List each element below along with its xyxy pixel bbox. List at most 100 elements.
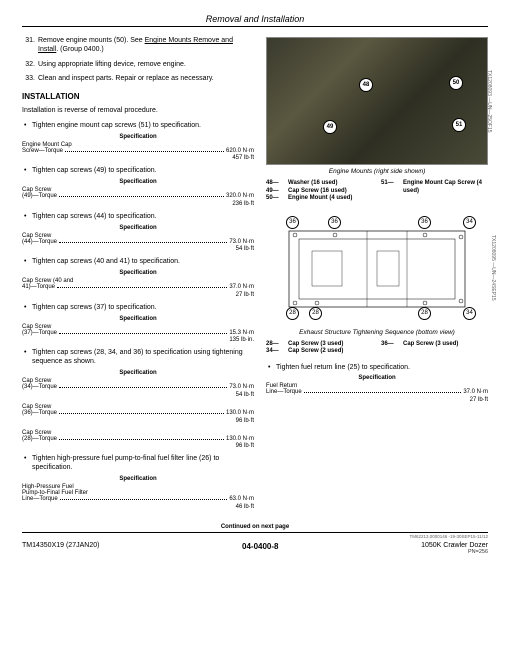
right-column: 48495051 TX1208093 —UN—25OF15 Engine Mou…: [266, 37, 488, 516]
spec-value: 130.0 N·m: [226, 436, 254, 444]
section-heading: INSTALLATION: [22, 92, 254, 101]
callout-36: 36: [418, 216, 431, 229]
spec-heading: Specification: [22, 179, 254, 185]
spec-block: Cap Screw(36)—Torque130.0 N·m96 lb·ft: [22, 404, 254, 424]
spec-value: 37.0 N·m: [463, 389, 488, 397]
bullet-marker: •: [22, 455, 32, 473]
spec-line: (49)—Torque 320.0 N·m: [22, 193, 254, 201]
legend-row: 50—Engine Mount (4 used): [266, 195, 373, 203]
bullet-text: Tighten cap screws (37) to specification…: [32, 304, 254, 313]
step-number: 31.: [22, 37, 38, 55]
spec-value-alt: 54 lb·ft: [22, 392, 254, 398]
spec-block: SpecificationCap Screw (40 and41)—Torque…: [22, 270, 254, 298]
legend-row: 49—Cap Screw (16 used): [266, 188, 373, 196]
spec-heading: Specification: [22, 134, 254, 140]
bullet-text: Tighten cap screws (49) to specification…: [32, 167, 254, 176]
page: Removal and Installation 31.Remove engin…: [0, 0, 510, 657]
legend-value: Engine Mount (4 used): [288, 195, 373, 203]
callout-28: 28: [309, 307, 322, 320]
bullet-marker: •: [266, 364, 276, 373]
spec-heading: Specification: [22, 270, 254, 276]
intro-para: Installation is reverse of removal proce…: [22, 107, 254, 116]
step: 31.Remove engine mounts (50). See Engine…: [22, 37, 254, 55]
legend-row: 36—Cap Screw (3 used): [381, 341, 488, 349]
spec-line: (28)—Torque 130.0 N·m: [22, 436, 254, 444]
bullet: •Tighten cap screws (37) to specificatio…: [22, 304, 254, 313]
spec-line: Line—Torque63.0 N·m: [22, 496, 254, 504]
spec-dots: [60, 499, 228, 500]
spec-left: (44)—Torque: [22, 239, 57, 247]
spec-heading: Specification: [266, 375, 488, 381]
step-text: Using appropriate lifting device, remove…: [38, 61, 254, 70]
spec-value-alt: 46 lb·ft: [22, 504, 254, 510]
spec-value: 320.0 N·m: [226, 193, 254, 201]
legend-value: Cap Screw (16 used): [288, 188, 373, 196]
bullet: •Tighten cap screws (49) to specificatio…: [22, 167, 254, 176]
spec-line: (44)—Torque73.0 N·m: [22, 239, 254, 247]
spec-left: Line—Torque: [22, 496, 58, 504]
legend-row: 34—Cap Screw (2 used): [266, 348, 373, 356]
footer-center: 04-0400-8: [242, 542, 278, 555]
left-column: 31.Remove engine mounts (50). See Engine…: [22, 37, 254, 516]
bullet-text: Tighten cap screws (44) to specification…: [32, 213, 254, 222]
callout-34: 34: [463, 307, 476, 320]
footer-right-wrap: 1050K Crawler Dozer PN=256: [421, 542, 488, 555]
callout-36: 36: [286, 216, 299, 229]
spec-value: 130.0 N·m: [226, 410, 254, 418]
tiny-ref: TM62213,0000146 -19-30SEP15-11/12: [22, 534, 488, 539]
bullet: •Tighten fuel return line (25) to specif…: [266, 364, 488, 373]
step: 32.Using appropriate lifting device, rem…: [22, 61, 254, 70]
bullet: •Tighten high-pressure fuel pump-to-fina…: [22, 455, 254, 473]
figure-1-wrap: 48495051 TX1208093 —UN—25OF15: [266, 37, 488, 165]
bullet-text: Tighten high-pressure fuel pump-to-final…: [32, 455, 254, 473]
spec-line: (34)—Torque 73.0 N·m: [22, 384, 254, 392]
spec-block: SpecificationCap Screw(34)—Torque73.0 N·…: [22, 370, 254, 398]
spec-block: SpecificationFuel ReturnLine—Torque37.0 …: [266, 375, 488, 403]
step-number: 32.: [22, 61, 38, 70]
footer-right2: PN=256: [421, 549, 488, 555]
footer-left: TM14350X19 (27JAN20): [22, 542, 99, 555]
spec-line: Screw—Torque620.0 N·m: [22, 148, 254, 156]
legend-key: 34—: [266, 348, 288, 356]
figure-2-legend: 28—Cap Screw (3 used)34—Cap Screw (2 use…: [266, 341, 488, 356]
spec-left: (34)—Torque: [22, 384, 57, 392]
bullet: •Tighten cap screws (44) to specificatio…: [22, 213, 254, 222]
spec-block: SpecificationCap Screw(49)—Torque320.0 N…: [22, 179, 254, 207]
spec-block: SpecificationCap Screw(37)—Torque15.3 N·…: [22, 316, 254, 344]
spec-value-alt: 27 lb·ft: [266, 397, 488, 403]
callout-51: 51: [452, 118, 466, 132]
spec-value-alt: 96 lb·ft: [22, 418, 254, 424]
bullet: •Tighten cap screws (28, 34, and 36) to …: [22, 349, 254, 367]
spec-value-alt: 27 lb·ft: [22, 292, 254, 298]
figure-1-sidetext: TX1208093 —UN—25OF15: [486, 37, 492, 165]
spec-value-alt: 96 lb·ft: [22, 443, 254, 449]
legend-value: Cap Screw (3 used): [403, 341, 488, 349]
spec-line: Line—Torque37.0 N·m: [266, 389, 488, 397]
spec-left: (49)—Torque: [22, 193, 57, 201]
legend-key: 28—: [266, 341, 288, 349]
spec-block: Cap Screw(28)—Torque130.0 N·m96 lb·ft: [22, 430, 254, 450]
spec-block: SpecificationEngine Mount CapScrew—Torqu…: [22, 134, 254, 162]
bullet: •Tighten cap screws (40 and 41) to speci…: [22, 258, 254, 267]
spec-left: (28)—Torque: [22, 436, 57, 444]
callout-49: 49: [323, 120, 337, 134]
spec-heading: Specification: [22, 225, 254, 231]
continued-label: Continued on next page: [22, 524, 488, 533]
step-text: Clean and inspect parts. Repair or repla…: [38, 75, 254, 84]
step-text: Remove engine mounts (50). See Engine Mo…: [38, 37, 254, 55]
legend-value: Cap Screw (3 used): [288, 341, 373, 349]
spec-dots: [59, 387, 227, 388]
bullet-marker: •: [22, 167, 32, 176]
figure-2-diagram: 3636363428282834: [266, 211, 488, 326]
spec-dots: [59, 242, 227, 243]
bullet-text: Tighten engine mount cap screws (51) to …: [32, 122, 254, 131]
bullet-marker: •: [22, 213, 32, 222]
callout-50: 50: [449, 76, 463, 90]
spec-heading: Specification: [22, 370, 254, 376]
figure-2-caption: Exhaust Structure Tightening Sequence (b…: [266, 329, 488, 336]
spec-value: 73.0 N·m: [229, 384, 254, 392]
spec-dots: [59, 413, 224, 414]
spec-value-alt: 135 lb·in.: [22, 337, 254, 343]
bullet-text: Tighten cap screws (40 and 41) to specif…: [32, 258, 254, 267]
spec-dots: [65, 151, 224, 152]
